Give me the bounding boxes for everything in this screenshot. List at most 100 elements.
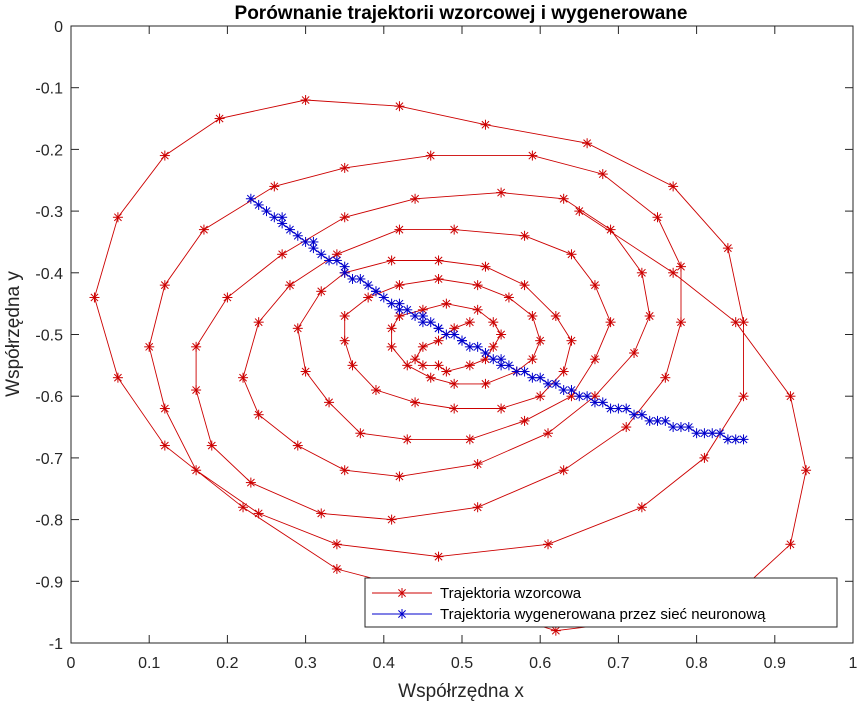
data-point [503,292,514,303]
data-point [636,409,647,420]
y-tick-label: -0.2 [35,142,63,159]
data-point [785,391,796,402]
data-point [519,415,530,426]
data-point [144,341,155,352]
data-point [574,206,585,217]
data-point [410,354,421,365]
data-point [339,465,350,476]
data-point [636,502,647,513]
data-point [112,212,123,223]
data-point [347,360,358,371]
data-point [112,372,123,383]
data-point [644,310,655,321]
data-point [691,428,702,439]
x-axis: 0 0.1 0.2 0.3 0.4 0.5 0.6 0.7 0.8 0.9 1 [67,26,858,672]
data-point [550,310,561,321]
data-point [527,354,538,365]
data-point [300,366,311,377]
data-point [738,391,749,402]
data-point [699,452,710,463]
data-point [801,465,812,476]
series-1 [89,95,812,636]
data-point [535,335,546,346]
series-layer [89,95,812,636]
x-tick-label: 1 [849,655,858,672]
data-point [582,391,593,402]
y-tick-label: -0.5 [35,328,63,345]
data-point [441,298,452,309]
data-point [730,317,741,328]
data-point [597,397,608,408]
data-point [363,292,374,303]
data-point [425,372,436,383]
data-point [589,280,600,291]
legend-entry-1: Trajektoria wzorcowa [372,585,582,602]
data-point [355,428,366,439]
data-point [410,397,421,408]
data-point [449,378,460,389]
legend-marker [397,588,407,598]
data-point [402,304,413,315]
data-point [324,397,335,408]
data-point [206,440,217,451]
data-point [191,341,202,352]
data-point [480,261,491,272]
data-point [644,415,655,426]
data-point [660,372,671,383]
data-point [652,212,663,223]
data-point [441,366,452,377]
y-tick-label: -0.8 [35,513,63,530]
legend-label: Trajektoria wygenerowana przez sieć neur… [440,606,766,623]
data-point [292,230,303,241]
data-point [675,261,686,272]
data-point [316,249,327,260]
chart-title: Porównanie trajektorii wzorcowej i wygen… [235,3,688,24]
data-point [159,440,170,451]
data-point [417,360,428,371]
data-point [496,329,507,340]
data-point [566,335,577,346]
data-point [331,563,342,574]
data-point [480,348,491,359]
y-tick-label: -0.3 [35,204,63,221]
data-point [519,366,530,377]
data-point [402,360,413,371]
data-point [238,502,249,513]
data-point [543,378,554,389]
data-point [629,409,640,420]
data-point [738,434,749,445]
data-point [457,335,467,346]
data-point [331,539,342,550]
data-point [558,366,569,377]
data-point [425,317,436,328]
data-point [394,471,405,482]
legend-label: Trajektoria wzorcowa [440,585,582,602]
data-point [543,539,554,550]
x-tick-label: 0.4 [373,655,395,672]
data-point [496,403,507,414]
data-point [449,224,460,235]
data-point [245,477,256,488]
data-point [472,341,483,352]
y-tick-label: 0 [54,19,63,36]
data-point [550,378,561,389]
data-point [558,193,569,204]
data-point [464,317,475,328]
data-point [253,409,264,420]
data-point [339,335,350,346]
data-point [191,465,202,476]
data-point [597,169,608,180]
data-point [472,459,483,470]
data-point [339,162,350,173]
data-point [566,249,577,260]
data-point [433,323,444,334]
data-point [519,230,530,241]
data-point [464,434,475,445]
data-point [433,360,444,371]
data-point [535,372,546,383]
data-point [410,193,421,204]
data-point [339,212,350,223]
data-point [582,138,593,149]
data-point [496,354,507,365]
data-point [238,372,249,383]
